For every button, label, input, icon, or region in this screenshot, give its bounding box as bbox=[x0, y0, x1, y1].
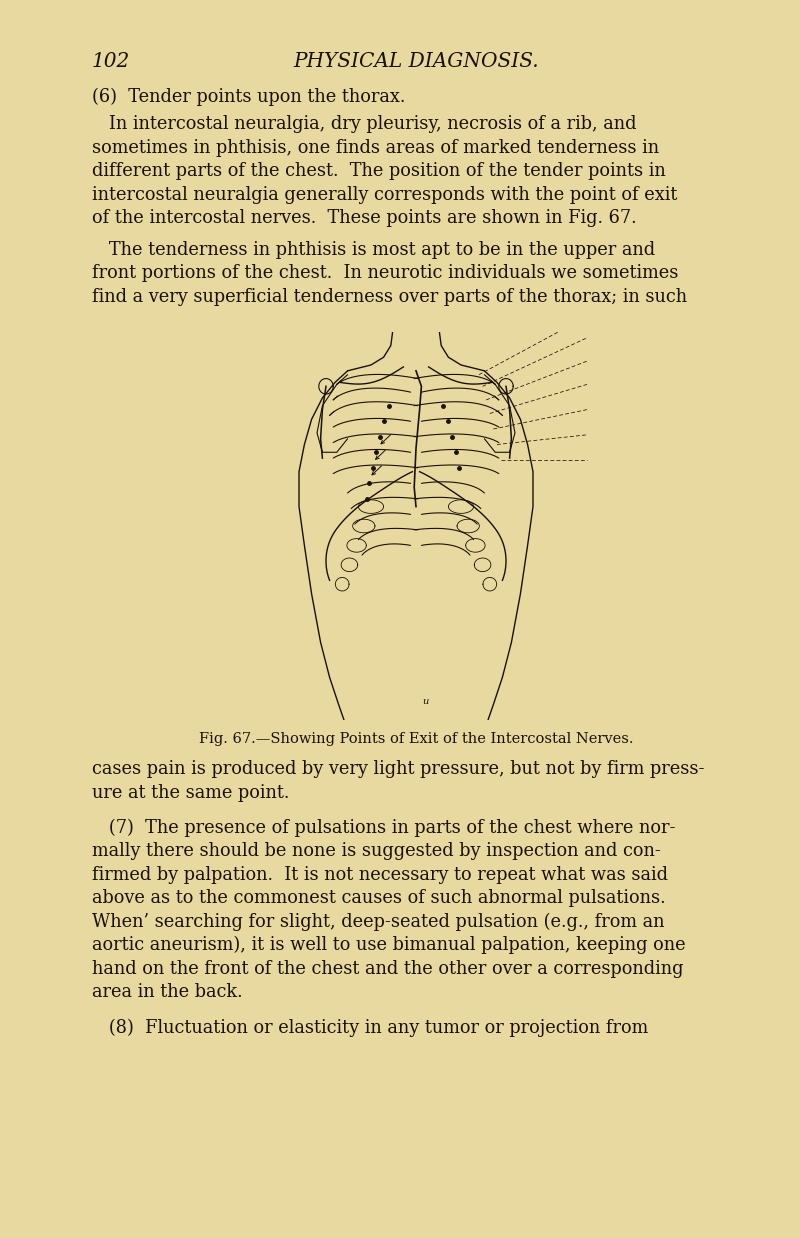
Text: (6)  Tender points upon the thorax.: (6) Tender points upon the thorax. bbox=[92, 88, 406, 106]
Text: mally there should be none is suggested by inspection and con-: mally there should be none is suggested … bbox=[92, 842, 661, 860]
Text: find a very superficial tenderness over parts of the thorax; in such: find a very superficial tenderness over … bbox=[92, 287, 687, 306]
Text: (7)  The presence of pulsations in parts of the chest where nor-: (7) The presence of pulsations in parts … bbox=[92, 818, 675, 837]
Text: (8)  Fluctuation or elasticity in any tumor or projection from: (8) Fluctuation or elasticity in any tum… bbox=[92, 1019, 648, 1036]
Text: 102: 102 bbox=[92, 52, 130, 71]
Text: intercostal neuralgia generally corresponds with the point of exit: intercostal neuralgia generally correspo… bbox=[92, 186, 678, 203]
Text: In intercostal neuralgia, dry pleurisy, necrosis of a rib, and: In intercostal neuralgia, dry pleurisy, … bbox=[92, 115, 637, 132]
Text: Fig. 67.—Showing Points of Exit of the Intercostal Nerves.: Fig. 67.—Showing Points of Exit of the I… bbox=[198, 732, 634, 747]
Text: u: u bbox=[422, 697, 428, 707]
Text: above as to the commonest causes of such abnormal pulsations.: above as to the commonest causes of such… bbox=[92, 889, 666, 907]
Text: cases pain is produced by very light pressure, but not by firm press-: cases pain is produced by very light pre… bbox=[92, 760, 705, 777]
Text: When’ searching for slight, deep-seated pulsation (e.g., from an: When’ searching for slight, deep-seated … bbox=[92, 912, 665, 931]
Text: different parts of the chest.  The position of the tender points in: different parts of the chest. The positi… bbox=[92, 162, 666, 180]
Text: ure at the same point.: ure at the same point. bbox=[92, 784, 290, 801]
Text: firmed by palpation.  It is not necessary to repeat what was said: firmed by palpation. It is not necessary… bbox=[92, 865, 668, 884]
Text: front portions of the chest.  In neurotic individuals we sometimes: front portions of the chest. In neurotic… bbox=[92, 264, 678, 282]
Text: hand on the front of the chest and the other over a corresponding: hand on the front of the chest and the o… bbox=[92, 959, 683, 978]
Text: area in the back.: area in the back. bbox=[92, 983, 242, 1002]
Text: sometimes in phthisis, one finds areas of marked tenderness in: sometimes in phthisis, one finds areas o… bbox=[92, 139, 659, 156]
Text: PHYSICAL DIAGNOSIS.: PHYSICAL DIAGNOSIS. bbox=[293, 52, 539, 71]
Text: aortic aneurism), it is well to use bimanual palpation, keeping one: aortic aneurism), it is well to use bima… bbox=[92, 936, 686, 954]
Text: The tenderness in phthisis is most apt to be in the upper and: The tenderness in phthisis is most apt t… bbox=[92, 240, 655, 259]
Text: of the intercostal nerves.  These points are shown in Fig. 67.: of the intercostal nerves. These points … bbox=[92, 209, 637, 227]
